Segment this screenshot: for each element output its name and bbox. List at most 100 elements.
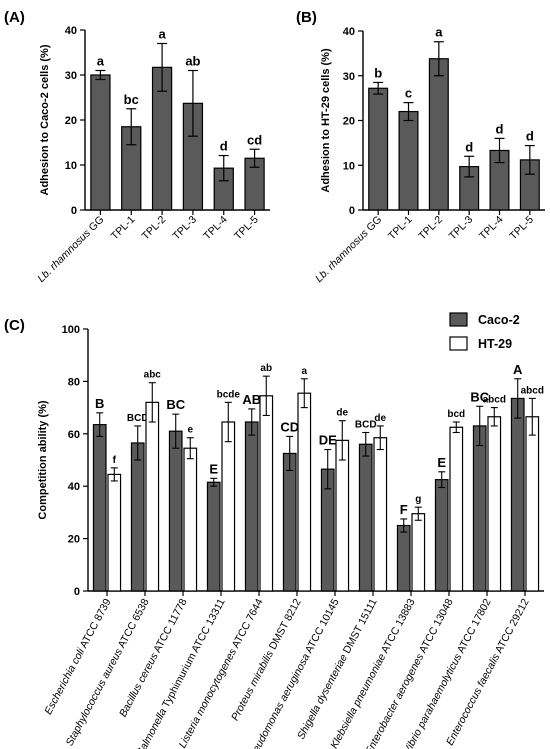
bar-caco-2 bbox=[168, 430, 183, 592]
significance-letter: E bbox=[437, 455, 446, 470]
y-tick-label: 60 bbox=[68, 429, 80, 441]
significance-letter: BC bbox=[470, 389, 489, 404]
significance-letter: a bbox=[97, 54, 105, 69]
bar-ht-29 bbox=[297, 392, 312, 592]
x-tick-label: TPL-4 bbox=[477, 214, 506, 243]
significance-letter: c bbox=[405, 86, 412, 101]
bar-ht-29 bbox=[373, 437, 388, 592]
y-tick-label: 40 bbox=[68, 481, 80, 493]
bar-caco-2 bbox=[206, 481, 221, 592]
y-tick-label: 40 bbox=[65, 25, 77, 37]
bar-ht-29 bbox=[221, 421, 236, 592]
bar-caco-2 bbox=[282, 452, 297, 592]
y-tick-label: 40 bbox=[343, 26, 355, 38]
significance-letter: cd bbox=[247, 132, 262, 147]
y-tick-label: 80 bbox=[68, 376, 80, 388]
significance-letter: abc bbox=[144, 370, 162, 381]
bar-ht-29 bbox=[259, 395, 274, 592]
y-tick-label: 30 bbox=[65, 70, 77, 82]
x-tick-label: TPL-2 bbox=[140, 214, 169, 243]
significance-letter: B bbox=[95, 396, 104, 411]
legend-label: Caco-2 bbox=[478, 313, 520, 327]
bar-ht-29 bbox=[411, 513, 426, 592]
legend-swatch bbox=[449, 312, 468, 327]
significance-letter: d bbox=[220, 139, 228, 154]
bar-ht-29 bbox=[487, 416, 502, 592]
significance-letter: BCD bbox=[355, 419, 377, 430]
significance-letter: d bbox=[496, 121, 504, 136]
x-tick-label: Shigella dysenteriae DMST 15111 bbox=[295, 597, 380, 742]
y-tick-label: 10 bbox=[343, 160, 355, 172]
significance-letter: g bbox=[415, 494, 421, 505]
significance-letter: f bbox=[113, 455, 117, 466]
significance-letter: abcd bbox=[521, 385, 544, 396]
y-tick-label: 0 bbox=[71, 205, 77, 217]
bar-caco-2 bbox=[472, 425, 487, 592]
y-axis-title: Adhesion to HT-29 cells (%) bbox=[320, 48, 332, 193]
bar-caco-2 bbox=[358, 443, 373, 592]
bar-ht-29 bbox=[183, 447, 198, 592]
legend-label: HT-29 bbox=[478, 337, 512, 351]
chart-panel-b: (B) 0 10 20 30 40 Adhesion to HT-29 cells (%) b… bbox=[296, 9, 545, 285]
significance-letter: AB bbox=[242, 392, 261, 407]
bar-caco-2 bbox=[244, 421, 259, 592]
bar-ht-29 bbox=[107, 473, 122, 592]
bar-ht-29 bbox=[525, 416, 540, 592]
y-tick-label: 100 bbox=[62, 324, 80, 336]
y-axis-title: Adhesion to Caco-2 cells (%) bbox=[39, 44, 51, 195]
bar bbox=[90, 74, 111, 211]
panel-label: (A) bbox=[4, 9, 25, 26]
significance-letter: de bbox=[336, 408, 348, 419]
x-tick-label: TPL-1 bbox=[109, 214, 138, 243]
significance-letter: abcd bbox=[483, 395, 506, 406]
bar bbox=[398, 110, 419, 211]
significance-letter: d bbox=[465, 139, 473, 154]
y-tick-label: 30 bbox=[343, 71, 355, 83]
bar-caco-2 bbox=[510, 397, 525, 592]
bar-caco-2 bbox=[92, 424, 107, 592]
significance-letter: bcd bbox=[447, 409, 465, 420]
significance-letter: DE bbox=[319, 433, 337, 448]
x-tick-label: TPL-2 bbox=[416, 214, 445, 243]
y-axis-title: Competition ability (%) bbox=[37, 400, 49, 520]
bar-caco-2 bbox=[434, 479, 449, 592]
y-tick-label: 10 bbox=[65, 160, 77, 172]
y-tick-label: 0 bbox=[74, 586, 80, 598]
significance-letter: bc bbox=[124, 92, 139, 107]
significance-letter: ab bbox=[260, 363, 272, 374]
bar bbox=[428, 58, 449, 211]
x-tick-label: Bacillus cereus ATCC 11778 bbox=[117, 597, 190, 719]
significance-letter: F bbox=[400, 502, 408, 517]
y-tick-label: 20 bbox=[68, 534, 80, 546]
bar-ht-29 bbox=[449, 426, 464, 592]
panel-label: (B) bbox=[296, 9, 317, 26]
significance-letter: A bbox=[513, 362, 523, 377]
significance-letter: CD bbox=[280, 419, 299, 434]
x-tick-label: TPL-5 bbox=[507, 214, 536, 243]
y-tick-label: 20 bbox=[65, 115, 77, 127]
bar-ht-29 bbox=[335, 439, 350, 592]
significance-letter: a bbox=[435, 25, 443, 40]
significance-letter: e bbox=[187, 425, 193, 436]
x-tick-label: Lb. rhamnosus GG bbox=[313, 214, 384, 285]
x-tick-label: TPL-1 bbox=[386, 214, 415, 243]
x-tick-label: TPL-4 bbox=[201, 214, 230, 243]
bar-caco-2 bbox=[130, 442, 145, 592]
y-tick-label: 20 bbox=[343, 116, 355, 128]
significance-letter: d bbox=[526, 129, 534, 144]
x-tick-label: Enterococcus faecalis ATCC 29212 bbox=[444, 597, 532, 748]
x-tick-label: TPL-3 bbox=[447, 214, 476, 243]
legend-swatch bbox=[449, 336, 468, 351]
significance-letter: ab bbox=[185, 54, 200, 69]
significance-letter: b bbox=[374, 65, 382, 80]
x-tick-label: Escherichia coli ATCC 8739 bbox=[42, 597, 113, 717]
chart-panel-a: (A) 0 10 20 30 40 Adhesion to Caco-2 cells (%)… bbox=[4, 9, 270, 285]
panel-label: (C) bbox=[4, 317, 25, 334]
x-tick-label: TPL-3 bbox=[170, 214, 199, 243]
bar-ht-29 bbox=[145, 401, 160, 592]
significance-letter: a bbox=[301, 366, 307, 377]
x-tick-label: Lb. rhamnosus GG bbox=[35, 214, 106, 285]
significance-letter: a bbox=[158, 27, 166, 42]
y-tick-label: 0 bbox=[349, 205, 355, 217]
